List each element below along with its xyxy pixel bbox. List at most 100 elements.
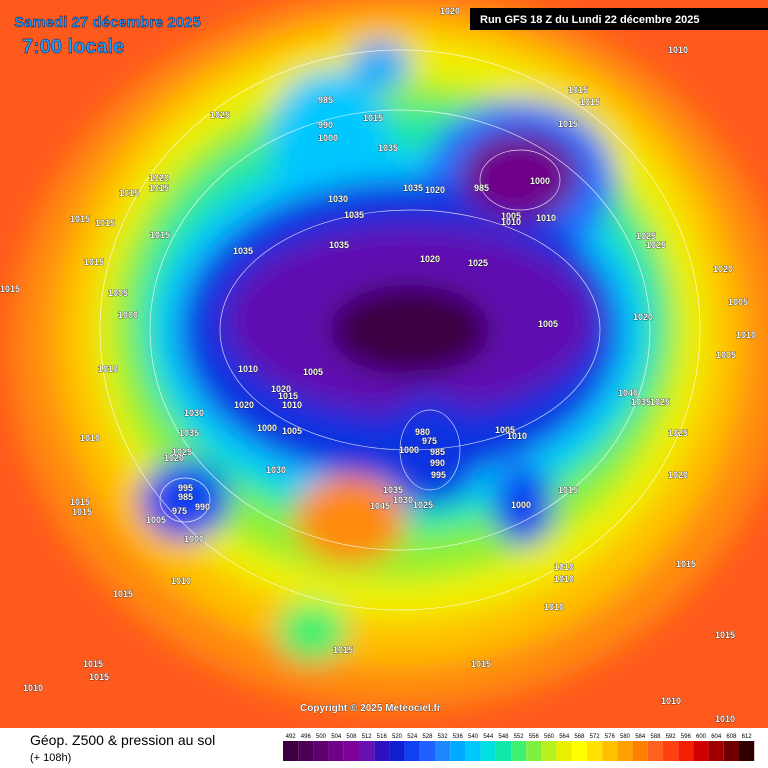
isobar-label: 1035 [383,485,403,495]
isobar-label: 1005 [282,426,302,436]
isobar-label: 1020 [668,470,688,480]
isobar-label: 975 [172,506,187,516]
legend-swatch [343,741,359,761]
legend-label: 612 [742,734,753,740]
isobar-label: 1015 [113,589,133,599]
isobar-label: 1010 [171,576,191,586]
legend-swatch [495,741,511,761]
isobar-label: 1030 [328,194,348,204]
isobar-label: 1025 [413,500,433,510]
legend-swatch [556,741,572,761]
isobar-label: 1035 [378,143,398,153]
isobar-label: 985 [430,447,445,457]
isobar-label: 1000 [184,534,204,544]
isobar-label: 1030 [393,495,413,505]
isobar-label: 1010 [668,45,688,55]
legend-swatch [328,741,344,761]
legend-swatch [723,741,739,761]
legend-label: 564 [559,734,570,740]
legend-swatch [465,741,481,761]
legend-label: 532 [438,734,449,740]
legend-swatch [647,741,663,761]
isobar-label: 1015 [676,559,696,569]
legend-label: 556 [529,734,540,740]
isobar-label: 1020 [440,6,460,16]
isobar-label: 990 [430,458,445,468]
isobar-label: 1025 [636,231,656,241]
isobar-label: 1005 [728,297,748,307]
legend-label: 588 [650,734,661,740]
isobar-label: 1025 [210,110,230,120]
legend-swatch [571,741,587,761]
isobar-label: 1010 [544,602,564,612]
legend-label: 580 [620,734,631,740]
legend-label: 544 [483,734,494,740]
isobar-label: 1015 [95,218,115,228]
legend-swatch [435,741,451,761]
legend-swatch [313,741,329,761]
isobar-label: 975 [422,436,437,446]
legend-swatch [739,741,755,761]
legend-swatch [708,741,724,761]
legend-swatch [602,741,618,761]
isobar-label: 1035 [403,183,423,193]
isobar-label: 1015 [150,230,170,240]
isobar-label: 1015 [89,672,109,682]
isobar-label: 1010 [23,683,43,693]
isobar-label: 1030 [266,465,286,475]
isobar-label: 1020 [633,312,653,322]
legend-swatch [298,741,314,761]
legend-swatch [480,741,496,761]
legend-swatch [450,741,466,761]
legend-label: 552 [514,734,525,740]
isobar-label: 1015 [119,188,139,198]
isobar-label: 1035 [344,210,364,220]
isobar-label: 995 [178,483,193,493]
isobar-label: 1000 [530,176,550,186]
run-info: Run GFS 18 Z du Lundi 22 décembre 2025 [480,14,699,26]
legend-label: 592 [666,734,677,740]
legend-swatch [526,741,542,761]
isobar-label: 1025 [646,240,666,250]
legend-swatch [419,741,435,761]
isobar-label: 1025 [650,397,670,407]
footer: Géop. Z500 & pression au sol (+ 108h) 49… [30,732,755,764]
legend-swatch [511,741,527,761]
legend-swatch [678,741,694,761]
isobar-label: 1025 [468,258,488,268]
date-label: Samedi 27 décembre 2025 [14,14,201,31]
legend-label: 512 [362,734,373,740]
isobar-label: 1015 [0,284,20,294]
legend-swatch [374,741,390,761]
isobar-label: 1010 [80,433,100,443]
isobar-label: 1015 [149,183,169,193]
legend-swatch [693,741,709,761]
isobar-label: 985 [178,492,193,502]
legend-swatch [541,741,557,761]
isobar-label: 1010 [501,217,521,227]
legend-swatch [617,741,633,761]
legend-label: 608 [726,734,737,740]
legend-swatch [587,741,603,761]
isobar-label: 1005 [716,350,736,360]
isobar-label: 1015 [333,645,353,655]
isobar-label: 1005 [303,367,323,377]
legend-label: 568 [574,734,585,740]
legend-label: 500 [316,734,327,740]
legend-label: 572 [590,734,601,740]
isobar-label: 1000 [257,423,277,433]
legend-label: 576 [605,734,616,740]
isobar-label: 1015 [558,119,578,129]
isobar-label: 1015 [558,485,578,495]
isobar-label: 1035 [233,246,253,256]
run-box [470,8,768,30]
legend-label: 540 [468,734,479,740]
isobar-label: 1020 [149,173,169,183]
legend-label: 516 [377,734,388,740]
isobar-label: 1015 [568,85,588,95]
legend-label: 524 [407,734,418,740]
isobar-label: 1000 [318,133,338,143]
isobar-label: 1030 [184,408,204,418]
isobar-label: 980 [415,427,430,437]
